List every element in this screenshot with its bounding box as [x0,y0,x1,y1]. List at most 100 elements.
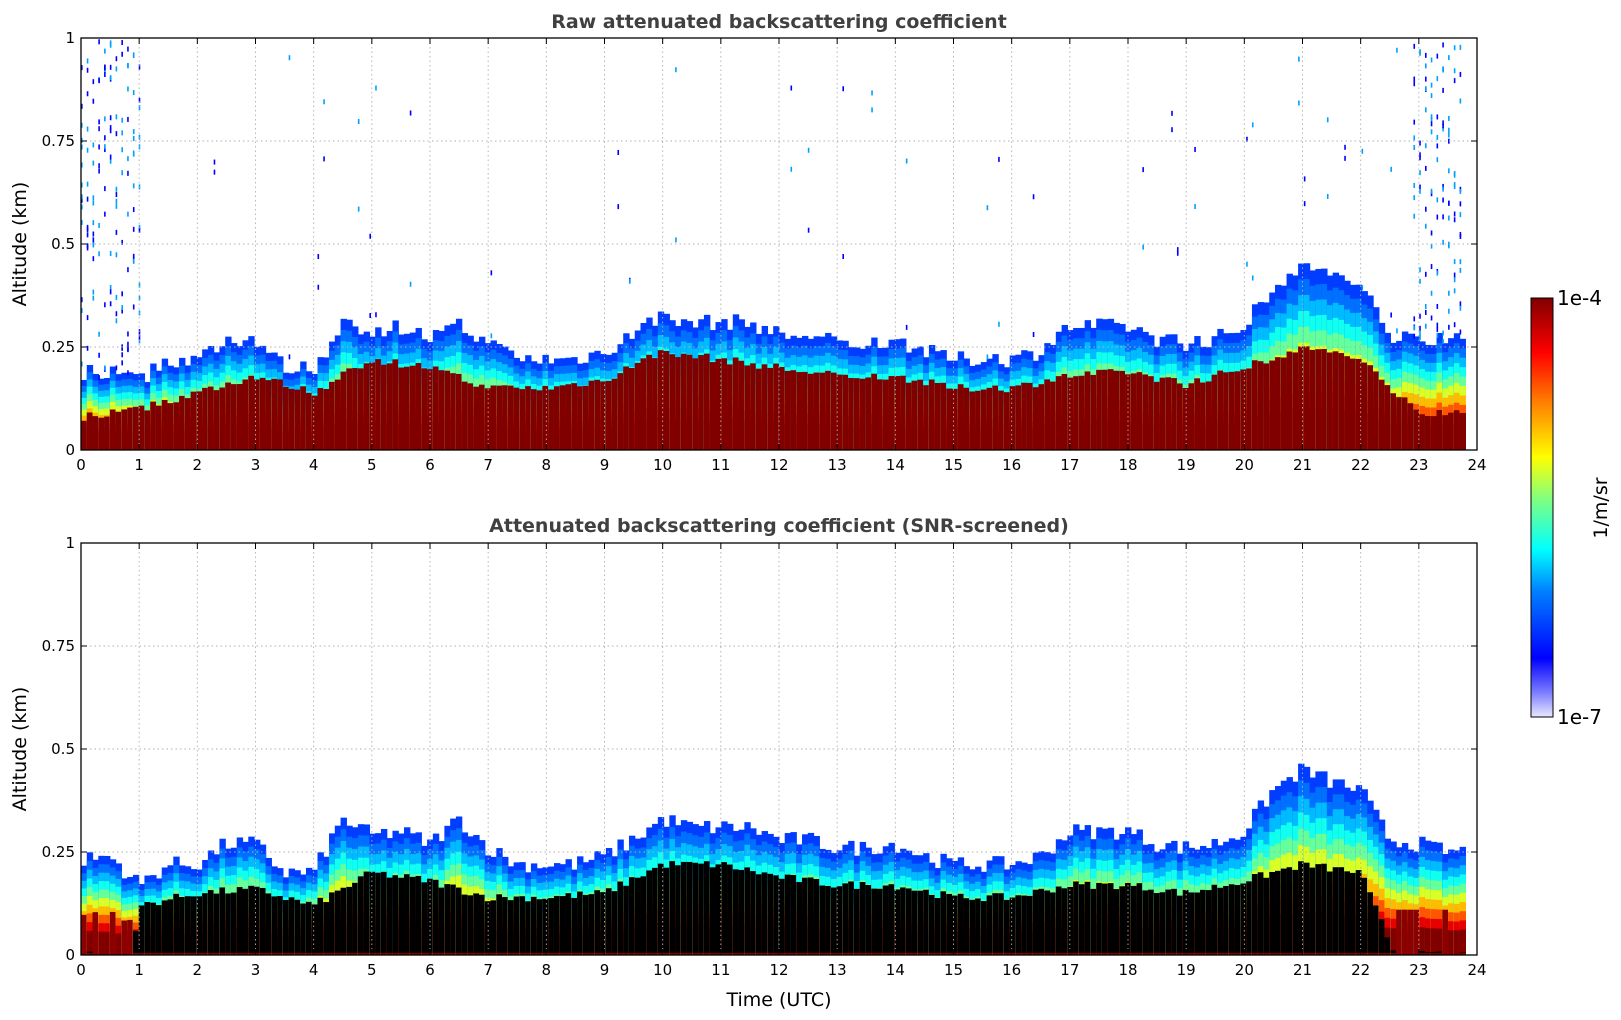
screened-heat-masked [755,874,763,953]
raw-heat-core [611,378,619,450]
raw-noise-speck [1430,243,1433,249]
screened-heat-masked [282,900,290,953]
raw-noise-speck [1430,82,1433,88]
raw-x-tick-label: 15 [944,456,963,474]
screened-heat-masked [496,894,503,953]
raw-noise-speck [92,289,95,295]
raw-heat-core [830,372,838,450]
raw-noise-speck [1424,223,1427,229]
raw-noise-speck [213,159,216,165]
raw-heat-core [732,357,740,450]
raw-noise-speck [98,126,100,132]
raw-noise-speck [1361,285,1364,291]
raw-heat-core [940,382,947,450]
screened-heat-masked [721,862,728,953]
screened-heat-masked [184,896,192,953]
raw-noise-speck [92,195,95,201]
raw-heat-core [1390,393,1397,450]
raw-noise-speck [986,205,989,211]
raw-noise-speck [81,65,83,71]
screened-heat-masked [1050,892,1057,953]
raw-heat-core [1021,382,1028,450]
screened-heat-masked [490,900,497,953]
raw-noise-speck [1442,330,1444,336]
raw-heat-core [1321,348,1328,450]
screened-heat-masked [605,888,613,953]
screened-heat-masked [727,864,734,953]
raw-noise-speck [121,51,123,57]
raw-noise-speck [132,304,135,310]
raw-noise-speck [1448,138,1450,144]
raw-heat-core [1459,412,1466,450]
raw-heat-core [392,359,399,450]
raw-x-tick-label: 4 [309,456,319,474]
screened-heat-masked [565,893,572,953]
raw-heat-core [1326,352,1334,450]
raw-noise-speck [1442,186,1444,192]
raw-heat-core [969,391,976,450]
raw-noise-speck [138,105,141,111]
raw-noise-speck [1419,152,1421,158]
raw-noise-speck [127,267,129,273]
raw-heat-core [1355,358,1363,450]
raw-noise-speck [92,142,95,148]
raw-heat-core [640,358,647,450]
raw-heat-core [323,389,330,450]
raw-noise-speck [1390,312,1392,318]
screened-heatmap [81,763,1466,955]
raw-noise-speck [1459,232,1462,238]
screened-heat-masked [617,881,624,953]
raw-noise-speck [1419,335,1421,341]
raw-noise-speck [1442,214,1444,220]
raw-noise-speck [104,48,106,54]
raw-noise-speck [104,144,106,150]
screened-heat-masked [882,885,890,953]
screened-heat-cell [98,931,105,955]
raw-heat-core [1407,403,1415,450]
raw-noise-speck [1442,87,1444,93]
raw-heat-core [1298,346,1305,450]
screened-heat-masked [911,890,918,953]
raw-noise-speck [132,90,135,96]
raw-noise-speck [92,98,95,104]
raw-noise-speck [288,55,291,61]
raw-noise-speck [81,103,83,109]
raw-noise-speck [1453,45,1456,51]
raw-noise-speck [1251,122,1254,128]
screened-heat-core [92,912,99,955]
raw-heat-core [1430,416,1438,450]
raw-x-tick-label: 7 [483,456,493,474]
raw-noise-speck [1430,264,1433,270]
raw-noise-speck [288,354,291,360]
raw-heat-core [1067,377,1074,450]
raw-noise-speck [1424,206,1427,212]
raw-heat-core [1413,409,1420,450]
raw-noise-speck [1419,155,1421,161]
raw-heat-core [311,395,319,450]
raw-heat-core [115,411,122,450]
raw-noise-speck [115,252,118,258]
raw-noise-speck [1419,188,1421,194]
raw-noise-speck [98,222,100,228]
raw-heat-core [1044,379,1051,450]
screened-heat-masked [611,891,619,953]
screened-heat-masked [207,890,215,953]
raw-noise-speck [1436,53,1439,59]
screened-heat-masked [484,901,492,953]
screened-heat-masked [628,877,636,953]
raw-heat-core [242,379,249,450]
raw-heat-core [444,370,451,450]
screened-heat-core [109,911,117,955]
raw-heat-core [727,364,734,450]
raw-noise-speck [1419,331,1421,337]
raw-heat-core [450,373,457,450]
raw-noise-speck [409,281,412,287]
screened-heat-masked [600,892,607,953]
screened-heat-masked [900,887,907,953]
screened-heat-masked [409,876,417,953]
raw-heat-core [686,354,694,450]
screened-heat-masked [386,877,394,953]
raw-noise-speck [86,67,89,73]
screened-heat-masked [363,871,371,953]
raw-noise-speck [1459,71,1462,77]
